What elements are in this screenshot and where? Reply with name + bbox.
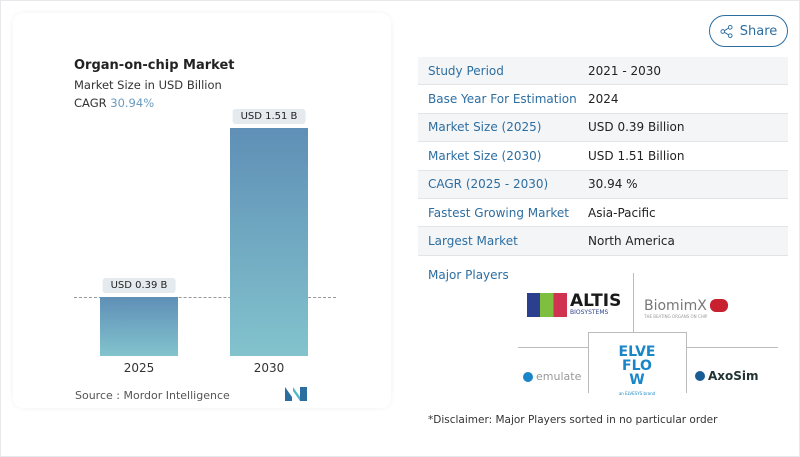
biomimx-logo: BiomimX THE BEATING ORGANS ON CHIP	[644, 295, 728, 319]
row-key: Market Size (2030)	[428, 148, 542, 163]
cagr-value: 30.94%	[110, 96, 155, 110]
reference-line	[74, 297, 336, 298]
data-label: USD 0.39 B	[102, 278, 176, 294]
chart-subtitle: Market Size in USD Billion	[74, 78, 222, 92]
x-tick-label: 2030	[253, 361, 285, 375]
row-key: Base Year For Estimation	[428, 92, 577, 107]
row-key: Market Size (2025)	[428, 120, 542, 135]
table-row: CAGR (2025 - 2030) 30.94 %	[418, 170, 788, 199]
bar-2030	[230, 128, 308, 356]
data-label: USD 1.51 B	[232, 109, 306, 124]
row-value: 2021 - 2030	[588, 63, 662, 78]
bar-2025	[100, 297, 178, 356]
row-key: Study Period	[428, 63, 504, 78]
row-value: 30.94 %	[588, 177, 638, 192]
row-value: USD 0.39 Billion	[588, 120, 685, 135]
chart-title: Organ-on-chip Market	[74, 58, 235, 73]
axosim-logo: AxoSim	[695, 369, 759, 383]
row-value: USD 1.51 Billion	[588, 148, 685, 163]
table-row: Study Period 2021 - 2030	[418, 57, 788, 86]
chart-source: Source : Mordor Intelligence	[75, 389, 230, 402]
row-key: CAGR (2025 - 2030)	[428, 177, 549, 192]
emulate-logo: emulate	[523, 370, 581, 383]
share-button[interactable]: Share	[709, 15, 788, 47]
row-key: Largest Market	[428, 234, 518, 249]
chart-card	[13, 13, 391, 408]
table-row: Fastest Growing Market Asia-Pacific	[418, 199, 788, 228]
disclaimer: *Disclaimer: Major Players sorted in no …	[428, 414, 718, 426]
table-row: Market Size (2025) USD 0.39 Billion	[418, 113, 788, 143]
major-players-title: Major Players	[428, 268, 509, 282]
row-value: Asia-Pacific	[588, 205, 656, 220]
share-icon	[720, 24, 733, 38]
elveflow-logo: ELVEFLOW an ELVESYS brand	[618, 344, 656, 396]
table-row: Base Year For Estimation 2024	[418, 85, 788, 114]
table-row: Largest Market North America	[418, 227, 788, 256]
x-tick-label: 2025	[123, 361, 155, 375]
cagr-label: CAGR	[74, 96, 107, 110]
share-label: Share	[739, 23, 778, 39]
chart-cagr: CAGR 30.94%	[74, 96, 154, 110]
major-players-logos: ALTIS BIOSYSTEMS BiomimX THE BEATING ORGA…	[518, 273, 778, 396]
summary-table: Study Period 2021 - 2030 Base Year For Es…	[418, 57, 788, 256]
row-key: Fastest Growing Market	[428, 205, 570, 220]
altis-logo: ALTIS BIOSYSTEMS	[527, 293, 621, 317]
row-value: North America	[588, 234, 675, 249]
table-row: Market Size (2030) USD 1.51 Billion	[418, 142, 788, 171]
mordor-logo-icon	[285, 387, 307, 401]
row-value: 2024	[588, 92, 619, 107]
